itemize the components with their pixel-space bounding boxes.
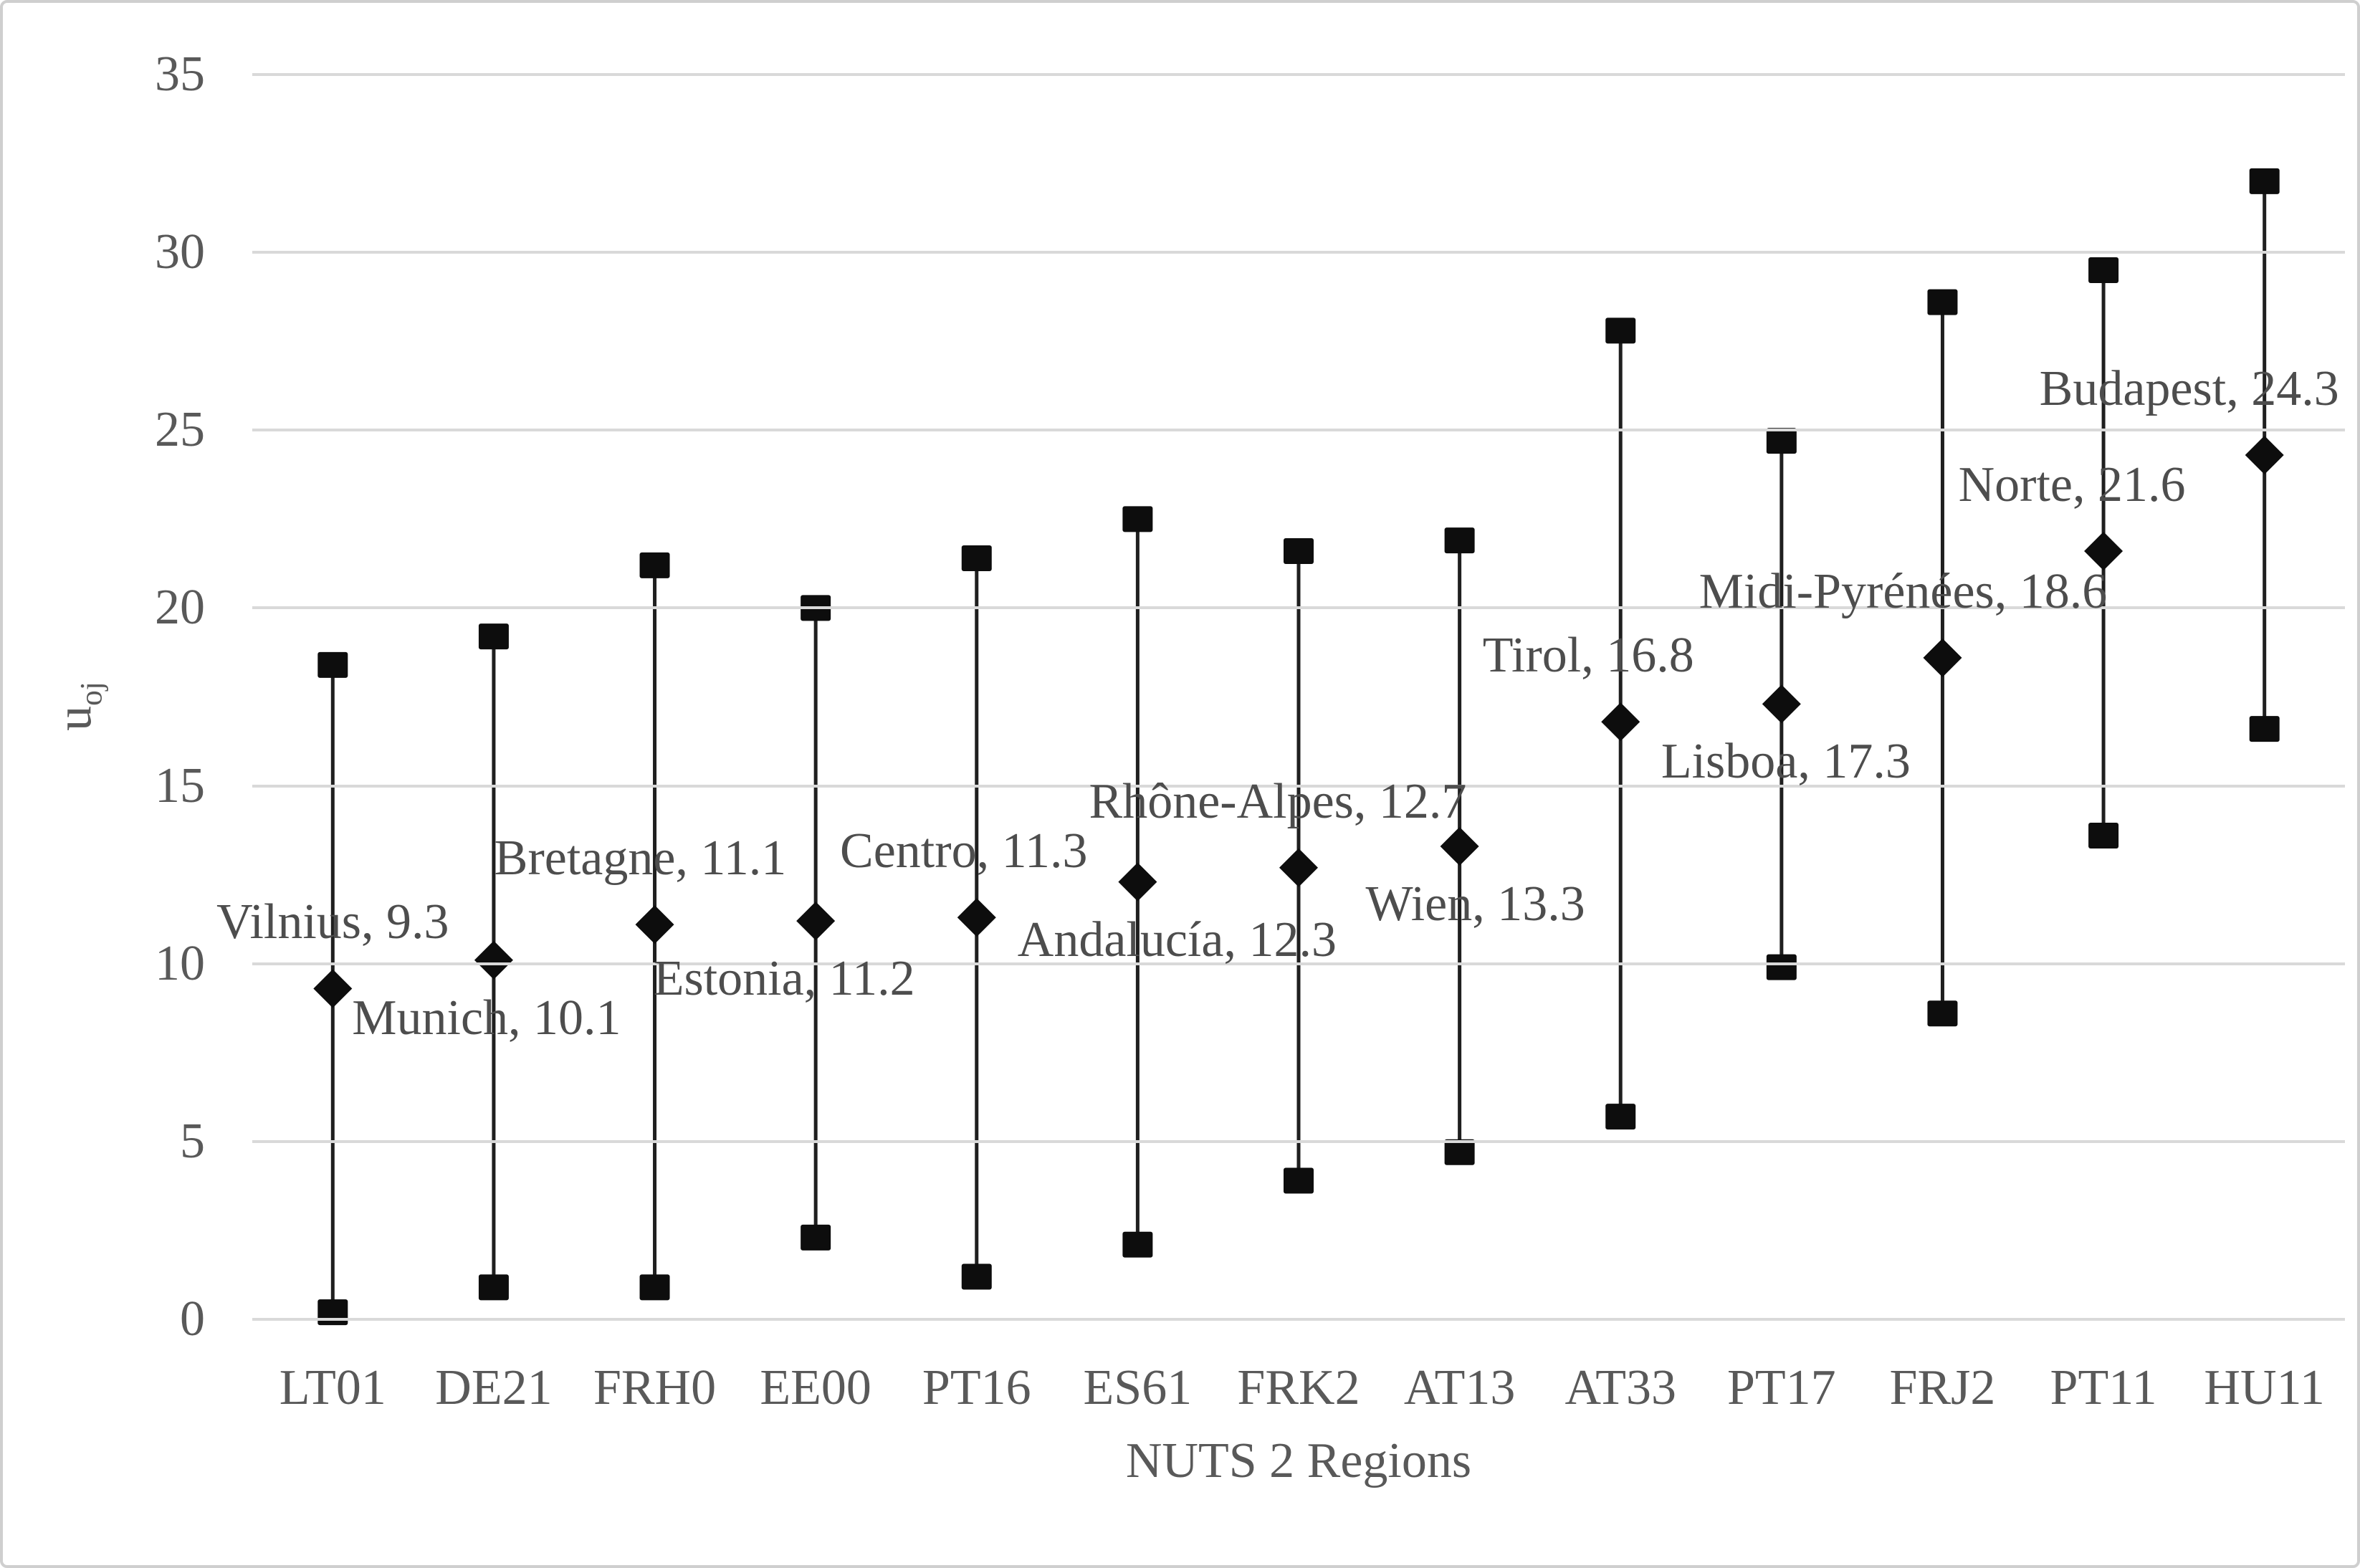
data-label: Lisboa, 17.3 <box>1661 734 1911 790</box>
gridline <box>252 962 2345 965</box>
data-label: Bretagne, 11.1 <box>494 831 787 886</box>
y-axis-tick-label: 10 <box>155 935 205 991</box>
x-axis-tick-label: EE00 <box>760 1360 871 1415</box>
low-marker <box>1927 1000 1958 1027</box>
high-marker <box>1444 527 1475 554</box>
mid-diamond-marker <box>2245 436 2284 475</box>
gridline <box>252 251 2345 254</box>
low-marker <box>317 1299 348 1326</box>
y-axis-tick-label: 25 <box>155 402 205 458</box>
mid-diamond-marker <box>1279 848 1318 887</box>
data-label: Estonia, 11.2 <box>653 951 915 1007</box>
low-marker <box>801 1224 831 1251</box>
high-marker <box>1605 317 1636 344</box>
x-axis-tick-label: AT13 <box>1403 1360 1516 1415</box>
high-marker <box>1284 538 1314 565</box>
low-marker <box>1605 1104 1636 1130</box>
y-axis-tick-label: 35 <box>155 47 205 102</box>
x-axis-tick-label: DE21 <box>435 1360 553 1415</box>
mid-diamond-marker <box>635 905 674 945</box>
x-axis-tick-label: PT17 <box>1726 1360 1836 1415</box>
y-axis-tick-label: 0 <box>180 1291 205 1347</box>
data-label: Munich, 10.1 <box>352 990 621 1046</box>
x-axis-title: NUTS 2 Regions <box>1125 1433 1472 1488</box>
low-marker <box>1444 1139 1475 1165</box>
data-label: Rhône-Alpes, 12.7 <box>1089 773 1467 829</box>
mid-diamond-marker <box>474 940 513 980</box>
low-marker <box>1122 1231 1153 1258</box>
mid-diamond-marker <box>313 969 353 1008</box>
x-axis-tick-label: ES61 <box>1083 1360 1193 1415</box>
y-axis-title-subscript: oj <box>74 682 109 706</box>
x-axis-tick-label: PT11 <box>2050 1360 2157 1415</box>
y-axis-tick-label: 5 <box>180 1113 205 1169</box>
mid-diamond-marker <box>1440 826 1479 866</box>
gridline <box>252 73 2345 76</box>
y-axis-tick-label: 20 <box>155 580 205 636</box>
x-axis-tick-label: HU11 <box>2204 1360 2325 1415</box>
x-axis-tick-label: FRH0 <box>593 1360 717 1415</box>
gridline <box>252 784 2345 788</box>
low-marker <box>1284 1167 1314 1194</box>
gridline <box>252 1139 2345 1143</box>
mid-diamond-marker <box>1923 638 1962 677</box>
high-marker <box>1122 506 1153 532</box>
gridline <box>252 1318 2345 1321</box>
data-label: Vilnius, 9.3 <box>216 894 449 950</box>
low-marker <box>1766 954 1797 980</box>
low-marker <box>2249 716 2280 742</box>
mid-diamond-marker <box>1118 862 1157 902</box>
data-label: Midi-Pyrénées, 18.6 <box>1699 563 2108 619</box>
mid-diamond-marker <box>796 902 836 941</box>
low-marker <box>478 1274 509 1301</box>
high-marker <box>317 651 348 678</box>
x-axis-tick-label: PT16 <box>922 1360 1031 1415</box>
mid-diamond-marker <box>1762 684 1801 724</box>
gridline <box>252 606 2345 610</box>
low-marker <box>2088 823 2119 849</box>
y-axis-tick-label: 15 <box>155 757 205 813</box>
high-marker <box>2088 257 2119 283</box>
data-label: Andalucía, 12.3 <box>1017 912 1337 967</box>
high-marker <box>961 545 992 571</box>
data-label: Centro, 11.3 <box>840 823 1088 879</box>
mid-diamond-marker <box>1601 702 1640 742</box>
low-marker <box>961 1263 992 1290</box>
x-axis-tick-label: FRK2 <box>1237 1360 1360 1415</box>
mid-diamond-marker <box>2084 532 2123 571</box>
high-marker <box>2249 168 2280 194</box>
low-marker <box>639 1274 670 1301</box>
x-axis-tick-label: FRJ2 <box>1889 1360 1996 1415</box>
x-axis-tick-label: LT01 <box>279 1360 386 1415</box>
data-label: Tirol, 16.8 <box>1482 628 1694 684</box>
x-axis-tick-label: AT33 <box>1564 1360 1676 1415</box>
plot-area <box>313 168 2284 1326</box>
y-axis-title-main: u <box>47 705 102 731</box>
high-marker <box>1927 289 1958 315</box>
y-axis-tick-label: 30 <box>155 224 205 280</box>
high-marker <box>1766 428 1797 454</box>
data-label: Wien, 13.3 <box>1365 876 1585 932</box>
data-label: Norte, 21.6 <box>1958 457 2186 513</box>
mid-diamond-marker <box>957 898 996 937</box>
high-marker <box>639 552 670 578</box>
high-marker <box>478 623 509 650</box>
gridline <box>252 429 2345 432</box>
data-label: Budapest, 24.3 <box>2039 361 2339 417</box>
y-axis-title: uoj <box>47 628 120 785</box>
